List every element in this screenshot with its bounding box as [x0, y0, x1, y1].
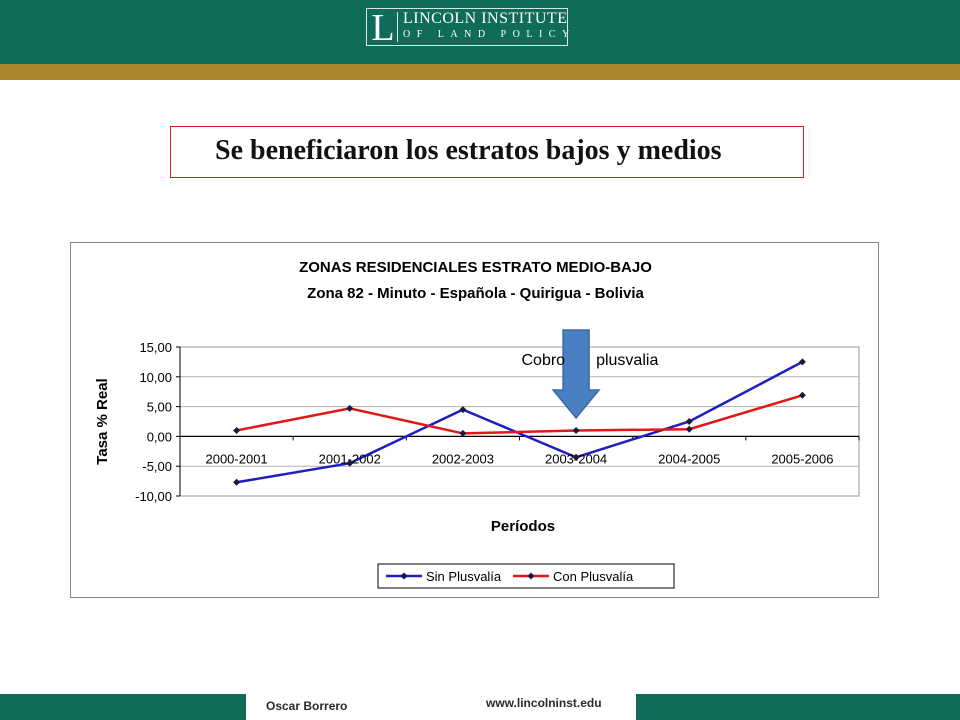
data-point: [459, 406, 467, 414]
legend-label-1: Sin Plusvalía: [426, 569, 502, 584]
data-point: [572, 426, 580, 434]
logo-divider: [397, 12, 398, 42]
plot-area: [179, 346, 860, 497]
y-tick-label: 5,00: [147, 400, 172, 415]
data-point: [798, 391, 806, 399]
annotation-cobro: Cobro: [522, 352, 566, 369]
series-line-2: [236, 394, 803, 435]
data-point: [572, 453, 580, 461]
data-point: [685, 425, 693, 433]
y-tick-label: 0,00: [147, 429, 172, 444]
slide-title: Se beneficiaron los estratos bajos y med…: [215, 135, 722, 166]
y-axis-title: Tasa % Real: [94, 378, 111, 464]
annotation-plusvalia: plusvalia: [596, 352, 658, 369]
slide-title-box: Se beneficiaron los estratos bajos y med…: [170, 126, 804, 178]
x-tick-label: 2004-2005: [658, 451, 720, 466]
x-tick-label: 2001-2002: [319, 451, 381, 466]
legend-marker: [400, 572, 408, 580]
lincoln-institute-logo: L LINCOLN INSTITUTE OF LAND POLICY: [366, 7, 569, 49]
data-point: [233, 426, 241, 434]
x-axis-title: Períodos: [491, 518, 555, 535]
logo-letter: L: [371, 7, 395, 49]
series-line-1: [236, 360, 803, 484]
header-bar: [0, 0, 960, 64]
footer-author: Oscar Borrero: [266, 699, 348, 713]
x-tick-label: 2002-2003: [432, 451, 494, 466]
down-arrow-icon: [551, 329, 601, 420]
x-tick-label: 2005-2006: [771, 451, 833, 466]
logo-line1: LINCOLN INSTITUTE: [403, 10, 568, 27]
legend-marker: [527, 572, 535, 580]
y-tick-label: -5,00: [142, 459, 172, 474]
data-point: [798, 358, 806, 366]
y-tick-label: -10,00: [135, 489, 172, 504]
chart-frame: ZONAS RESIDENCIALES ESTRATO MEDIO-BAJO Zo…: [70, 242, 879, 598]
header-stripe: [0, 64, 960, 80]
legend-label-2: Con Plusvalía: [553, 569, 634, 584]
data-point: [233, 478, 241, 486]
chart-title-line2: Zona 82 - Minuto - Española - Quirigua -…: [307, 285, 644, 302]
x-tick-label: 2003-2004: [545, 451, 607, 466]
footer-url[interactable]: www.lincolninst.edu: [486, 696, 602, 710]
line-chart: ZONAS RESIDENCIALES ESTRATO MEDIO-BAJO Zo…: [94, 259, 860, 589]
x-tick-label: 2000-2001: [205, 451, 267, 466]
data-point: [459, 429, 467, 437]
data-point: [346, 459, 354, 467]
y-tick-label: 15,00: [139, 340, 172, 355]
data-point: [685, 418, 693, 425]
logo-line2: OF LAND POLICY: [403, 29, 576, 40]
y-tick-label: 10,00: [139, 370, 172, 385]
chart-title-line1: ZONAS RESIDENCIALES ESTRATO MEDIO-BAJO: [299, 259, 652, 276]
data-point: [346, 404, 354, 412]
footer-panel: [246, 694, 636, 720]
